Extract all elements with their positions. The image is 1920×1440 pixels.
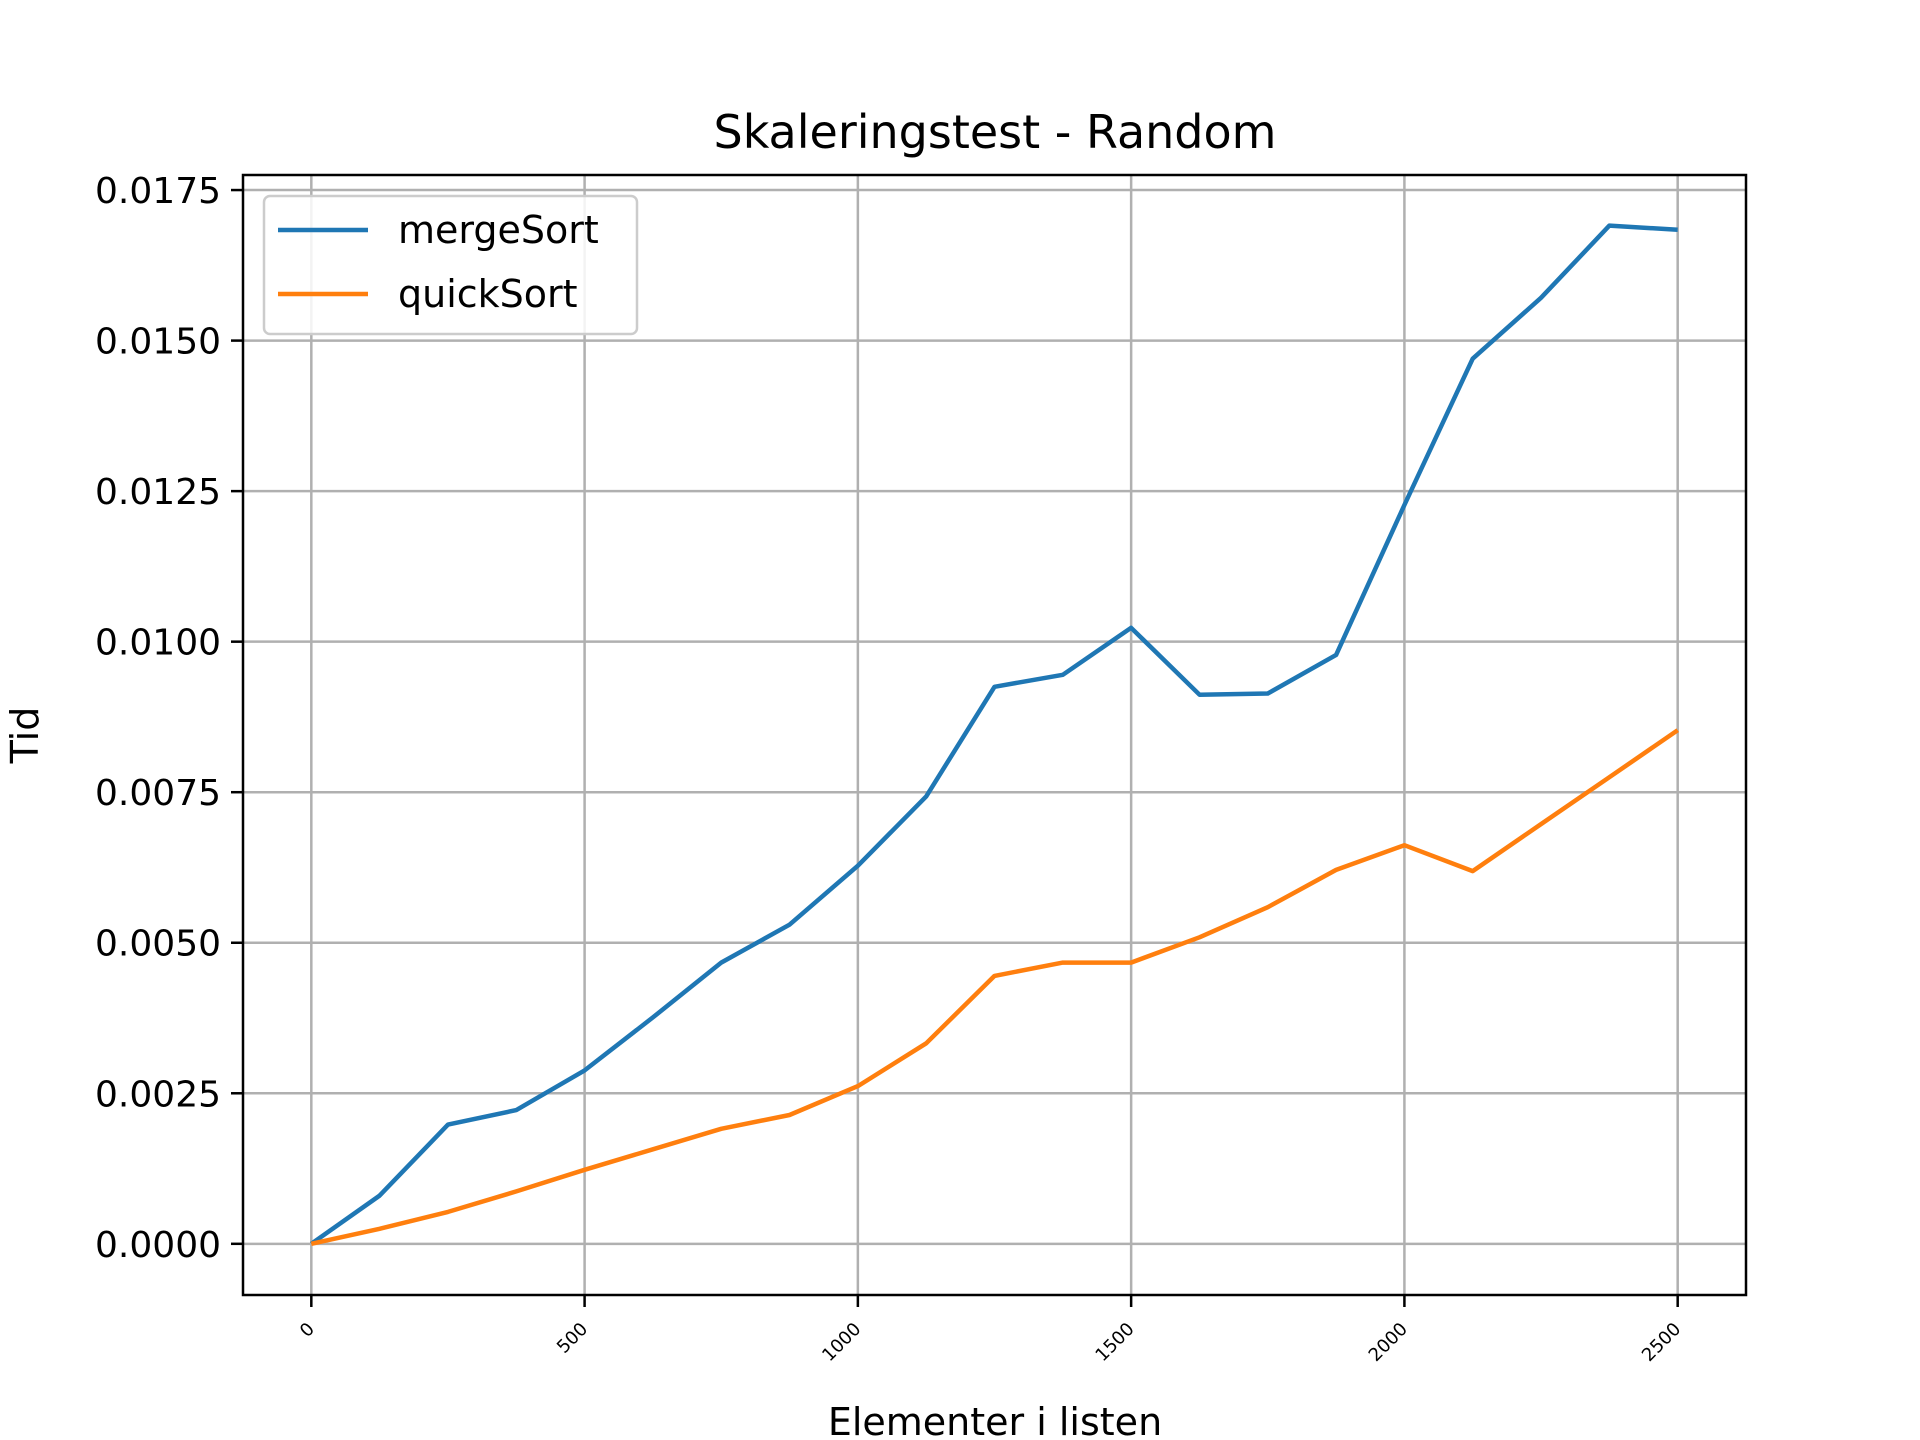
x-tick-label: 2000 (1365, 1319, 1412, 1366)
y-tick-label: 0.0125 (95, 472, 221, 513)
y-tick-label: 0.0175 (95, 171, 221, 212)
y-axis: 0.0000 0.0025 0.0050 0.0075 0.0100 0.0125 0.01… (95, 171, 243, 1266)
x-tick-label: 2500 (1638, 1319, 1685, 1366)
grid (243, 175, 1746, 1295)
legend-label-mergesort: mergeSort (398, 208, 599, 252)
x-axis-label: Elementer i listen (828, 1400, 1162, 1440)
y-tick-label: 0.0100 (95, 623, 221, 664)
y-axis-label: Tid (3, 707, 47, 765)
series-line-quicksort (310, 728, 1679, 1246)
series-line-mergesort (310, 223, 1678, 1246)
series-layer (310, 223, 1679, 1246)
y-tick-label: 0.0075 (95, 773, 221, 814)
x-tick-label: 1000 (818, 1319, 865, 1366)
y-tick-label: 0.0150 (95, 322, 221, 363)
chart-title: Skaleringstest - Random (714, 105, 1277, 159)
y-tick-label: 0.0050 (95, 924, 221, 965)
x-tick-label: 1500 (1091, 1319, 1138, 1366)
x-axis: 0 500 1000 1500 2000 2500 (296, 1295, 1685, 1366)
legend: mergeSort quickSort (262, 194, 639, 336)
legend-label-quicksort: quickSort (398, 272, 578, 316)
x-tick-label: 0 (296, 1319, 319, 1342)
y-tick-label: 0.0000 (95, 1225, 221, 1266)
plot-frame (241, 173, 1748, 1297)
x-tick-label: 500 (553, 1319, 592, 1358)
y-tick-label: 0.0025 (95, 1074, 221, 1115)
